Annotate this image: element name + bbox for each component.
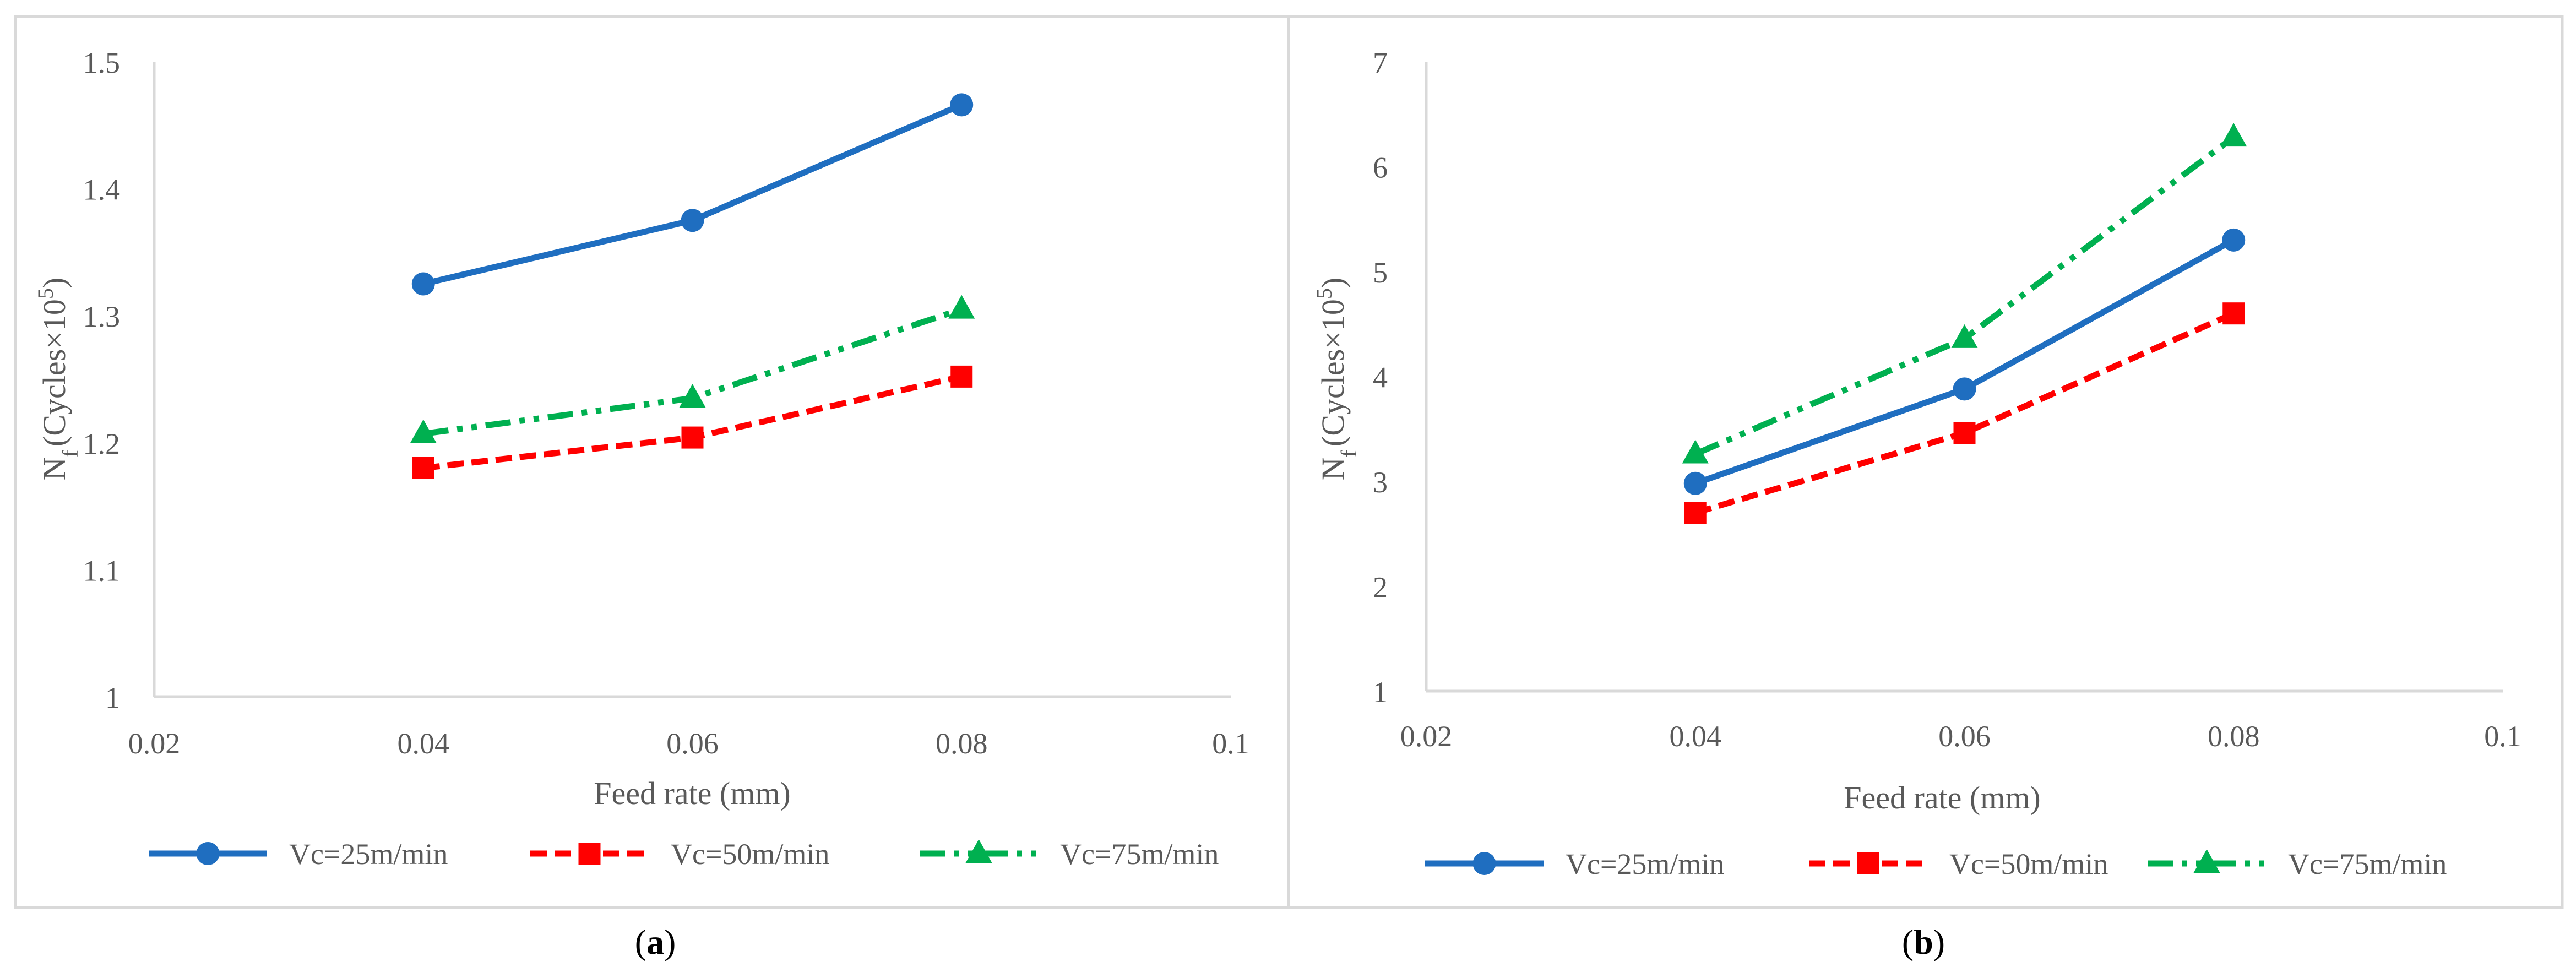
panel-b-series-3-point <box>2220 123 2247 147</box>
panel-b-series-3-line <box>1694 134 2236 457</box>
panel-b-legend-2-label: Vc=50m/min <box>1949 847 2108 881</box>
caption-a-letter: a <box>646 922 664 961</box>
panel-b-x-tick-label: 0.08 <box>2208 720 2260 753</box>
panel-a-legend-3-label: Vc=75m/min <box>1060 838 1219 871</box>
panel-b-x-tick-label: 0.06 <box>1938 720 1991 753</box>
panel-a-x-tick-label: 0.06 <box>666 727 719 760</box>
panel-b-series-3-point <box>1682 439 1709 464</box>
panel-b-legend-3-marker <box>2193 849 2220 873</box>
panel-a-y-tick-label: 1 <box>105 681 120 714</box>
panel-a-series-1-point <box>950 93 974 117</box>
panel-a-y-axis-label: Nf(Cycles×105) <box>33 278 83 480</box>
panel-a-legend-1-label: Vc=25m/min <box>289 838 448 871</box>
panel-a-series-1-point <box>411 272 435 296</box>
panel-b-series-1-point <box>2222 228 2246 252</box>
panel-a-legend-1-marker <box>196 842 220 865</box>
panel-b-legend-2-marker <box>1857 852 1879 874</box>
panel-a-x-tick-label: 0.1 <box>1212 727 1249 760</box>
panel-b-x-axis-label: Feed rate (mm) <box>1844 780 2041 816</box>
panel-a-x-tick-label: 0.08 <box>936 727 988 760</box>
caption-b: (b) <box>1902 922 1945 961</box>
panel-a-series-2-point <box>681 426 704 449</box>
panel-b-series-2-point <box>1953 422 1976 444</box>
panel-a-series-2-point <box>412 457 434 479</box>
panel-b-series-2-point <box>2222 302 2245 325</box>
panel-b-y-tick-label: 3 <box>1373 466 1388 499</box>
panel-a-y-tick-label: 1.2 <box>83 427 121 460</box>
panel-b-y-tick-label: 4 <box>1373 361 1388 394</box>
panel-a-series-1-point <box>681 209 704 232</box>
panel-a-legend-3-marker <box>965 839 992 863</box>
panel-a-series-3-point <box>679 384 706 408</box>
panel-b-y-tick-label: 7 <box>1373 46 1388 79</box>
panel-b-y-tick-label: 5 <box>1373 256 1388 289</box>
panel-a-y-tick-label: 1.1 <box>83 554 121 587</box>
panel-a-y-tick-label: 1.5 <box>83 46 121 79</box>
panel-a-y-tick-label: 1.3 <box>83 300 121 333</box>
panel-b-x-tick-label: 0.04 <box>1670 720 1722 753</box>
panel-a-legend-2-label: Vc=50m/min <box>671 838 829 871</box>
panel-b-legend-3-label: Vc=75m/min <box>2288 847 2447 881</box>
panel-b-series-1-point <box>1953 377 1976 401</box>
panel-b-x-tick-label: 0.02 <box>1400 720 1453 753</box>
panel-b-series-2-point <box>1684 502 1707 524</box>
panel-a-series-3-point <box>948 295 975 319</box>
panel-b-series-3-point <box>1951 324 1978 348</box>
panel-a-x-tick-label: 0.02 <box>128 727 181 760</box>
panel-b-x-tick-label: 0.1 <box>2484 720 2521 753</box>
panel-b-y-tick-label: 2 <box>1373 571 1388 604</box>
panel-b-y-tick-label: 6 <box>1373 151 1388 184</box>
panel-a-series-3-point <box>410 419 437 443</box>
panel-a-y-tick-label: 1.4 <box>83 173 121 207</box>
chart-panel-b: 1 2 3 4 5 6 7 0.02 0.04 0.06 0.08 0.1 Feed rate (mm)… <box>1312 46 2521 881</box>
panel-a-legend-2-marker <box>578 843 601 865</box>
chart-panel-a: 1 1.1 1.2 1.3 1.4 1.5 0.02 0.04 0.06 0.08 0.1 Feed … <box>33 46 1249 871</box>
panel-b-series-1-point <box>1683 471 1707 495</box>
caption-b-letter: b <box>1914 922 1933 961</box>
panel-b-y-tick-label: 1 <box>1373 676 1388 709</box>
panel-b-y-axis-label: Nf(Cycles×105) <box>1312 278 1361 480</box>
caption-a: (a) <box>635 922 676 961</box>
panel-b-legend-1-label: Vc=25m/min <box>1566 847 1724 881</box>
panel-b-legend-1-marker <box>1472 852 1496 875</box>
panel-a-series-2-point <box>950 365 973 388</box>
panel-a-x-tick-label: 0.04 <box>398 727 450 760</box>
panel-a-x-axis-label: Feed rate (mm) <box>594 775 791 811</box>
